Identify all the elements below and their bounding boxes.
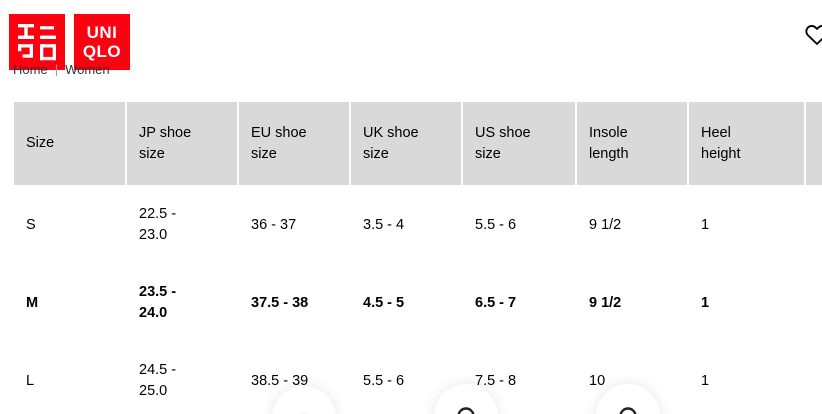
column-header-insole-line2: length: [589, 145, 629, 162]
column-header-heel-height: Heel height: [688, 102, 806, 187]
column-header-uk-line1: UK shoe: [363, 124, 419, 141]
table-row[interactable]: S 22.5 - 23.0 36 - 37 3.5 - 4 5.5 - 6 9 …: [14, 186, 822, 265]
site-header: UNI QLO Home | Women: [0, 0, 822, 80]
cell-heel-height: 1: [688, 342, 806, 414]
column-header-insole-line1: Insole: [589, 124, 628, 141]
chevron-up-icon: [294, 408, 314, 414]
katakana-logo-icon: [16, 21, 58, 63]
column-header-eu-line2: size: [251, 145, 277, 162]
size-chart-header: Size JP shoe size EU shoe size UK shoe s…: [14, 102, 822, 187]
circle-icon: [617, 405, 639, 414]
uniqlo-logo[interactable]: UNI QLO: [9, 14, 130, 70]
cell-jp-line2: 23.0: [139, 227, 168, 243]
cell-uk-shoe-size: 3.5 - 4: [350, 186, 463, 265]
column-header-heel-line2: height: [701, 145, 741, 162]
cell-jp-line2: 25.0: [139, 383, 168, 399]
favorite-button[interactable]: [800, 18, 822, 52]
column-header-jp-line1: JP shoe: [139, 124, 192, 141]
column-header-us-line2: size: [475, 145, 501, 162]
cell-insole-length: 9 1/2: [576, 264, 689, 343]
table-row[interactable]: L 24.5 - 25.0 38.5 - 39 5.5 - 6 7.5 - 8 …: [14, 342, 822, 414]
logo-katakana-tile[interactable]: [9, 14, 65, 70]
cell-heel-height: 1: [688, 264, 806, 343]
size-chart-table: Size JP shoe size EU shoe size UK shoe s…: [14, 102, 822, 414]
breadcrumb: Home | Women: [13, 62, 110, 76]
cell-eu-shoe-size: 37.5 - 38: [238, 264, 351, 343]
cell-jp-line1: 24.5 -: [139, 362, 177, 378]
column-header-eu-shoe-size: EU shoe size: [238, 102, 351, 187]
cell-jp-line1: 22.5 -: [139, 206, 177, 222]
logo-wordmark-line2: QLO: [82, 42, 122, 61]
logo-wordmark-tile[interactable]: UNI QLO: [74, 14, 130, 70]
column-header-eu-line1: EU shoe: [251, 124, 307, 141]
column-header-insole-length: Insole length: [576, 102, 689, 187]
breadcrumb-item-0[interactable]: Home: [13, 62, 48, 76]
cell-size: S: [14, 186, 127, 265]
column-header-us-line1: US shoe: [475, 124, 531, 141]
cell-jp-line2: 24.0: [139, 305, 168, 321]
column-header-us-shoe-size: US shoe size: [462, 102, 577, 187]
logo-wordmark-line1: UNI: [86, 23, 118, 42]
cell-overflow: [805, 264, 822, 343]
cell-heel-height: 1: [688, 186, 806, 265]
cell-us-shoe-size: 5.5 - 6: [462, 186, 577, 265]
cell-jp-shoe-size: 24.5 - 25.0: [126, 342, 239, 414]
cell-jp-line1: 23.5 -: [139, 284, 177, 300]
circle-icon: [455, 405, 477, 414]
cell-jp-shoe-size: 23.5 - 24.0: [126, 264, 239, 343]
column-header-heel-line1: Heel: [701, 124, 731, 141]
favorite-icon: [804, 22, 822, 49]
cell-jp-shoe-size: 22.5 - 23.0: [126, 186, 239, 265]
cell-uk-shoe-size: 4.5 - 5: [350, 264, 463, 343]
cell-insole-length: 9 1/2: [576, 186, 689, 265]
column-header-uk-line2: size: [363, 145, 389, 162]
column-header-uk-shoe-size: UK shoe size: [350, 102, 463, 187]
cell-overflow: [805, 186, 822, 265]
column-header-jp-line2: size: [139, 145, 165, 162]
size-chart-body: S 22.5 - 23.0 36 - 37 3.5 - 4 5.5 - 6 9 …: [14, 186, 822, 414]
column-header-overflow: [805, 102, 822, 187]
breadcrumb-separator: |: [54, 62, 59, 76]
column-header-size: Size: [14, 102, 127, 187]
header-actions: [800, 18, 822, 52]
cell-us-shoe-size: 6.5 - 7: [462, 264, 577, 343]
cell-overflow: [805, 342, 822, 414]
column-header-size-line1: Size: [26, 135, 55, 151]
cell-size: L: [14, 342, 127, 414]
cell-size: M: [14, 264, 127, 343]
breadcrumb-item-1[interactable]: Women: [65, 62, 110, 76]
size-chart-table-wrapper[interactable]: Size JP shoe size EU shoe size UK shoe s…: [14, 102, 822, 414]
table-header-row: Size JP shoe size EU shoe size UK shoe s…: [14, 102, 822, 187]
column-header-jp-shoe-size: JP shoe size: [126, 102, 239, 187]
table-row[interactable]: M 23.5 - 24.0 37.5 - 38 4.5 - 5 6.5 - 7 …: [14, 264, 822, 343]
cell-eu-shoe-size: 36 - 37: [238, 186, 351, 265]
